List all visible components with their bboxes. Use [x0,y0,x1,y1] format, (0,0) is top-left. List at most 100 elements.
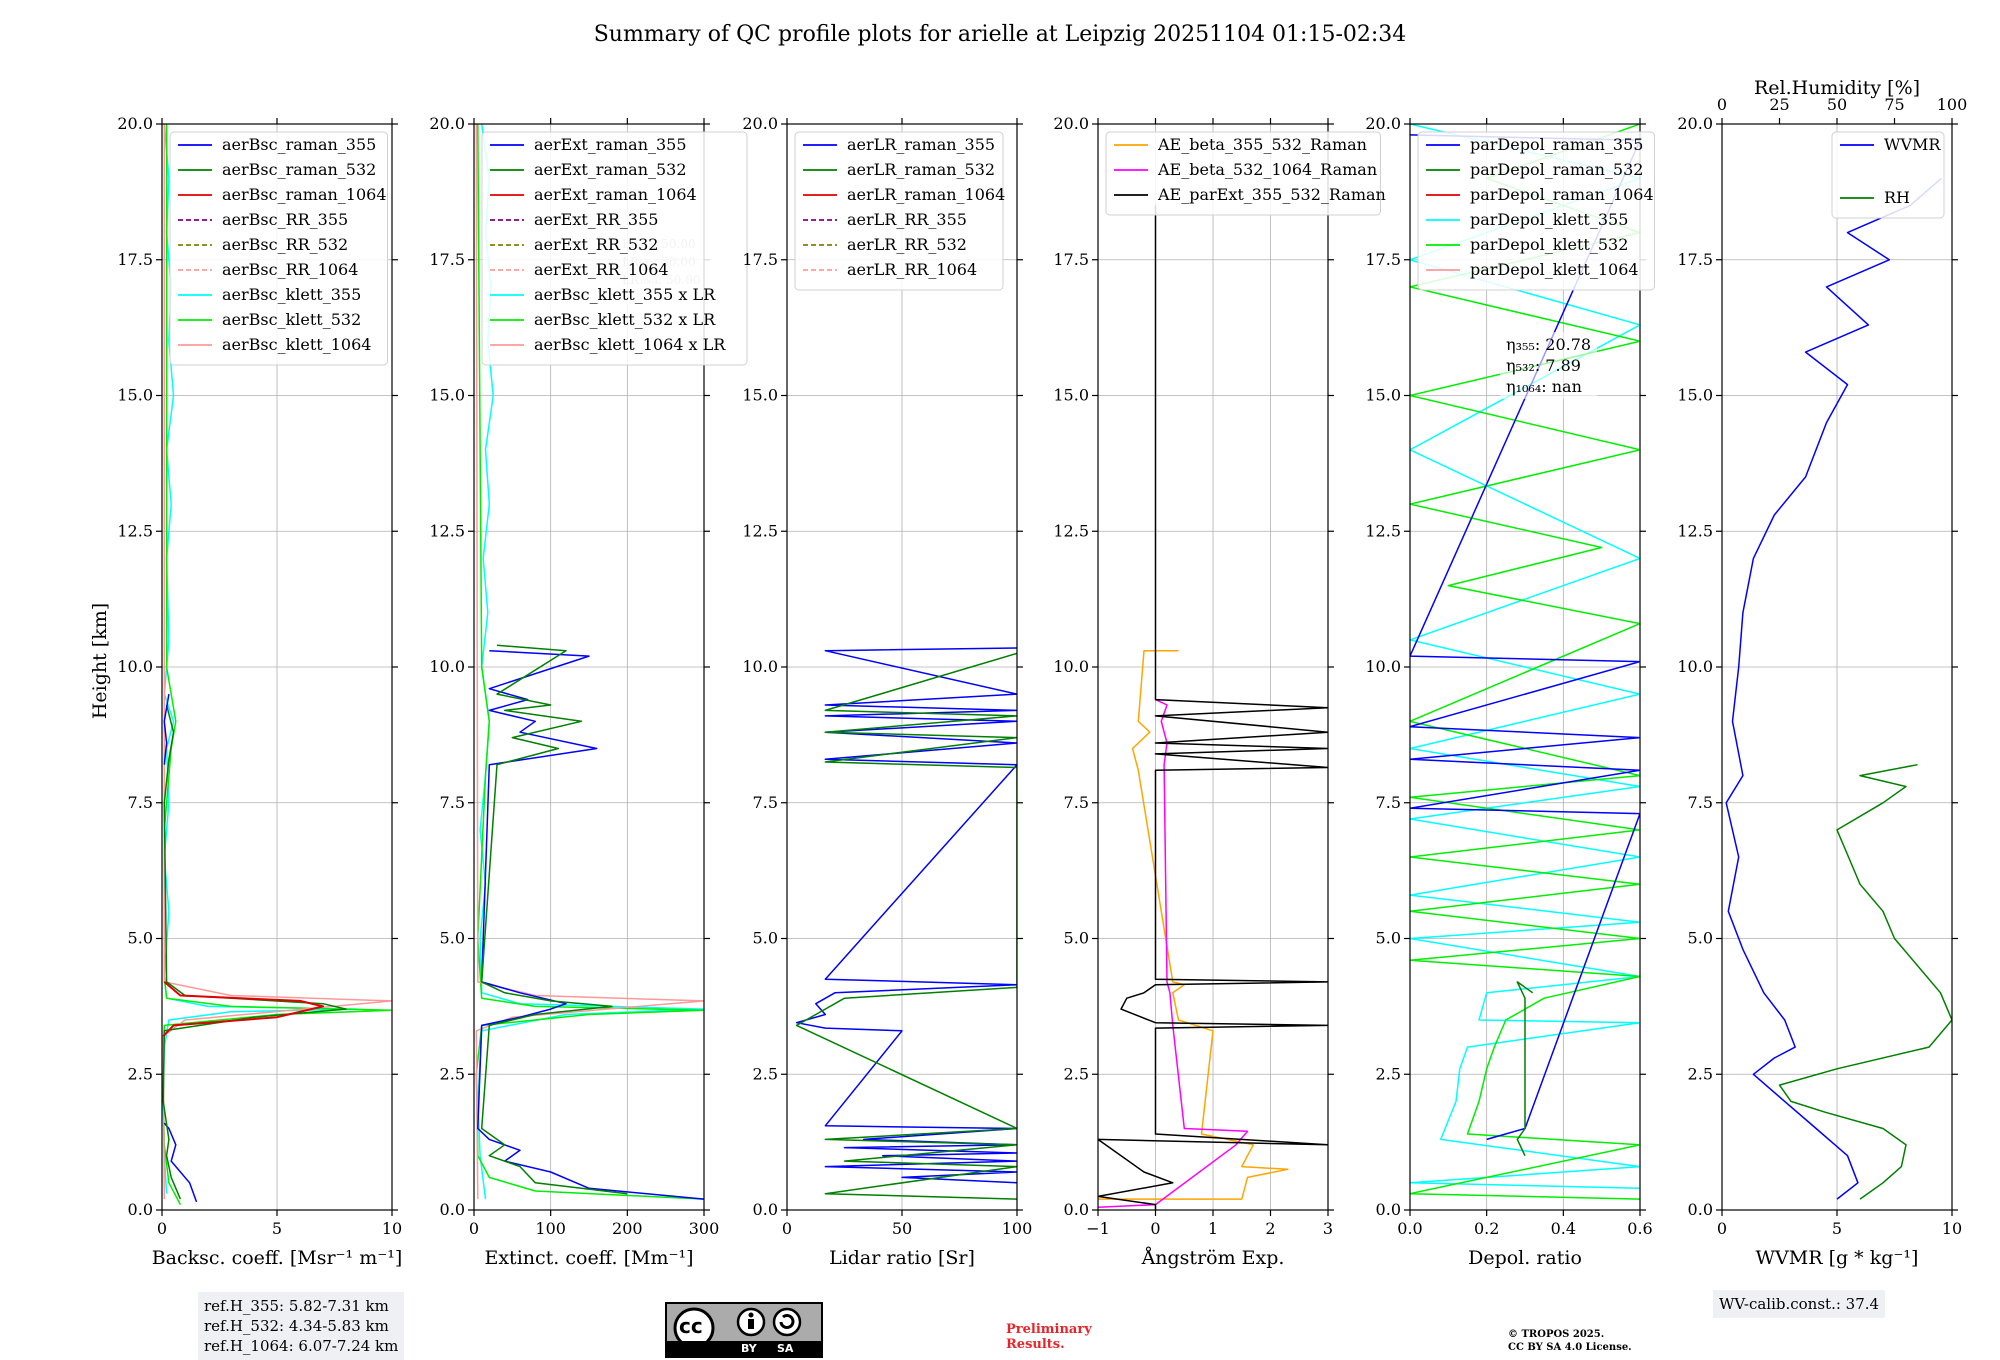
xlabel: Depol. ratio [1468,1247,1582,1269]
wv-calib-box: WV-calib.const.: 37.4 [1713,1290,1886,1318]
xtick-top-label: 0 [1717,95,1727,114]
xtick-label: 10 [1942,1219,1962,1238]
ytick-label: 12.5 [117,521,153,540]
ytick-label: 5.0 [1064,929,1089,948]
xtick-label: 0.4 [1551,1219,1576,1238]
ytick-label: 7.5 [1376,793,1401,812]
legend-2: aerExt_raman_355 aerExt_raman_532 aerExt_r… [481,131,748,366]
panel-2: 0.0 2.5 5.0 7.5 10.0 12.5 15.0 17.5 20.0 0 100 200 3… [429,114,748,1269]
cc-text: cc [679,1314,703,1338]
ytick-label: 12.5 [429,521,465,540]
xtick-top-label: 100 [1937,95,1968,114]
xtick-label: 10 [382,1219,402,1238]
legend-label: aerBsc_raman_1064 [222,185,387,204]
ytick-label: 10.0 [1677,657,1713,676]
ref-height-532: ref.H_532: 4.34-5.83 km [204,1317,389,1335]
ref-heights-box: ref.H_355: 5.82-7.31 km ref.H_532: 4.34-… [198,1292,405,1360]
legend-label: aerLR_raman_1064 [847,185,1005,204]
legend-label: parDepol_raman_1064 [1470,185,1654,204]
legend-frame [169,131,388,366]
panel-4: 0.0 2.5 5.0 7.5 10.0 12.5 15.0 17.5 20.0 −1 0 1 2 3 Ån… [1053,114,1385,1269]
panel-6: 0.02.55.07.510.012.515.017.520.00 5 100 25 5… [1677,77,1967,1269]
xtick-label: 5 [1832,1219,1842,1238]
figure-title: Summary of QC profile plots for arielle … [593,22,1407,47]
series-line-aerBsc_RR_355 [163,693,170,765]
series-line-aerLR_raman_532 [795,652,1017,1200]
ytick-label: 15.0 [1677,386,1713,405]
panel-5: 0.0 2.5 5.0 7.5 10.0 12.5 15.0 17.5 20.0 0.0 0.2 0.… [1365,114,1655,1269]
legend-label: aerLR_raman_355 [847,135,995,154]
legend-frame [1105,131,1381,216]
legend-label: aerExt_RR_532 [534,235,658,254]
ytick-label: 10.0 [117,657,153,676]
legend-1: aerBsc_raman_355 aerBsc_raman_532 aerBsc_r… [169,131,388,366]
legend-label: aerBsc_raman_532 [222,160,376,179]
xlabel-top: Rel.Humidity [%] [1754,77,1920,99]
legend-label: parDepol_klett_355 [1470,210,1628,229]
ytick-label: 5.0 [1688,929,1713,948]
ytick-label: 17.5 [1677,250,1713,269]
ytick-label: 7.5 [753,793,778,812]
legend-label: AE_beta_355_532_Raman [1157,135,1367,154]
preliminary-line-2: Results. [1006,1337,1065,1352]
ref-height-1064: ref.H_1064: 6.07-7.24 km [204,1337,399,1355]
xtick-label: 0.0 [1397,1219,1422,1238]
ytick-label: 2.5 [753,1064,778,1083]
xtick-label: 100 [1002,1219,1033,1238]
legend-label: aerBsc_RR_355 [222,210,348,229]
legend-label: aerBsc_klett_1064 x LR [534,335,726,354]
legend-label: aerExt_raman_355 [534,135,687,154]
legend-label: aerBsc_klett_1064 [222,335,371,354]
ref-height-355: ref.H_355: 5.82-7.31 km [204,1297,389,1315]
legend-label: aerExt_RR_355 [534,210,658,229]
legend-label: aerLR_raman_532 [847,160,995,179]
eta-1064: η₁₀₆₄: nan [1506,377,1582,396]
copyright-line-1: © TROPOS 2025. [1508,1329,1605,1340]
legend-label: aerExt_raman_1064 [534,185,697,204]
legend-frame [794,131,1004,291]
cc-badge-strip: BY SA [667,1341,821,1356]
series-line-parDepol_raman_532 [1516,981,1534,1157]
cc-sa-label: SA [777,1342,794,1355]
series-line-AE_parExt_355_532_Raman [1098,205,1328,1210]
legend-label: AE_beta_532_1064_Raman [1157,160,1377,179]
ytick-label: 10.0 [1365,657,1401,676]
legend-6: WVMR RH [1831,131,1945,219]
xtick-label: 2 [1265,1219,1275,1238]
legend-label: aerBsc_klett_355 [222,285,361,304]
ytick-label: 17.5 [742,250,778,269]
wv-calib-text: WV-calib.const.: 37.4 [1719,1295,1880,1313]
legend-label: aerBsc_klett_532 x LR [534,310,716,329]
xtick-label: 0 [1150,1219,1160,1238]
xtick-label: −1 [1086,1219,1110,1238]
ytick-label: 20.0 [1677,114,1713,133]
ytick-label: 0.0 [1376,1200,1401,1219]
legend-label: RH [1884,188,1910,207]
xtick-label: 0 [1717,1219,1727,1238]
series-line-aerBsc_raman_532 [162,704,347,1200]
ytick-label: 15.0 [1053,386,1089,405]
ytick-label: 12.5 [1053,521,1089,540]
ytick-label: 7.5 [128,793,153,812]
eta-355: η₃₅₅: 20.78 [1506,335,1592,354]
xtick-top-label: 50 [1827,95,1847,114]
ytick-label: 12.5 [1677,521,1713,540]
series-line-aerBsc_raman_355 [163,1122,198,1203]
ytick-label: 15.0 [117,386,153,405]
series-line-aerExt_raman_355 [477,649,704,1200]
ytick-label: 0.0 [1064,1200,1089,1219]
ytick-label: 17.5 [1365,250,1401,269]
xtick-top-label: 25 [1769,95,1789,114]
ytick-label: 0.0 [1688,1200,1713,1219]
series-line-aerBsc_klett_1064 x LR [475,124,704,1200]
ytick-label: 10.0 [742,657,778,676]
ytick-label: 0.0 [753,1200,778,1219]
preliminary-note: Preliminary Results. [1006,1322,1092,1352]
ytick-label: 20.0 [429,114,465,133]
ytick-label: 15.0 [742,386,778,405]
legend-frame [1831,131,1945,219]
ytick-label: 7.5 [1064,793,1089,812]
ytick-label: 2.5 [1376,1064,1401,1083]
legend-label: aerLR_RR_1064 [847,260,977,279]
series-line-AE_beta_355_532_Raman [1098,649,1289,1200]
